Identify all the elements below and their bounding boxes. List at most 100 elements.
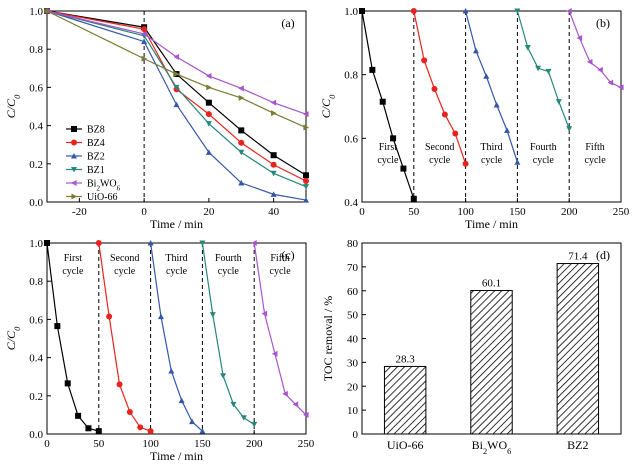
series-fifth-cycle xyxy=(251,240,309,418)
data-point xyxy=(238,94,245,101)
bar xyxy=(556,263,600,435)
y-tick-label: 40 xyxy=(347,334,359,346)
data-point xyxy=(126,409,133,416)
data-point xyxy=(270,161,277,168)
data-point xyxy=(303,411,309,418)
data-point xyxy=(410,8,417,14)
series-third-cycle xyxy=(147,240,206,434)
data-point xyxy=(607,79,614,86)
series-second-cycle xyxy=(410,8,469,167)
y-tick-label: 0.0 xyxy=(29,429,43,441)
panel-a-chart: -20 0 20 40 0.0 0.2 0.4 0.6 0.8 1.0 Time / min C/C0… xyxy=(4,6,309,231)
y-tick-label: 0 xyxy=(353,429,359,441)
data-point xyxy=(566,8,572,14)
series-line xyxy=(46,10,307,129)
cycle-label: cycle xyxy=(377,155,399,166)
data-point xyxy=(504,127,511,133)
x-tick-label: 50 xyxy=(408,206,420,218)
series-line xyxy=(413,10,467,164)
cycle-label: Second xyxy=(110,253,139,264)
data-point xyxy=(270,152,277,159)
data-point xyxy=(462,160,469,167)
cycle-label: Fifth xyxy=(585,142,604,153)
y-tick-label: 0.6 xyxy=(344,133,358,145)
data-point xyxy=(189,418,196,425)
x-tick-label: 250 xyxy=(298,438,315,450)
y-tick-label: 0.6 xyxy=(29,314,43,326)
series-line xyxy=(46,10,307,182)
data-point xyxy=(173,84,180,91)
data-point xyxy=(44,240,50,246)
panel-label: (a) xyxy=(281,16,294,30)
data-point xyxy=(157,313,164,320)
data-point xyxy=(230,401,237,408)
legend-marker xyxy=(71,180,77,186)
bar-value-label: 60.1 xyxy=(482,278,501,290)
cycle-label: Third xyxy=(165,253,187,264)
data-point xyxy=(205,72,212,79)
panel-d-chart: 0 10 20 30 40 50 60 70 80 TOC removal / % (d) 28.3 U… xyxy=(321,238,622,456)
data-point xyxy=(205,121,212,127)
data-point xyxy=(514,159,521,165)
data-point xyxy=(137,424,144,431)
data-point xyxy=(421,57,428,64)
y-tick-label: 70 xyxy=(347,262,359,274)
x-tick-label: 200 xyxy=(246,438,263,450)
cycle-label: cycle xyxy=(429,155,451,166)
cycle-label: Fourth xyxy=(530,142,557,153)
data-point xyxy=(303,197,309,203)
data-point xyxy=(390,135,397,142)
data-point xyxy=(205,149,212,155)
series-line xyxy=(361,10,415,200)
bar-value-label: 71.4 xyxy=(568,251,588,263)
data-point xyxy=(199,240,206,246)
series-fourth-cycle xyxy=(199,240,258,428)
series-first-cycle xyxy=(44,240,102,435)
x-tick-label: 0 xyxy=(44,438,50,450)
panel-label: (b) xyxy=(596,16,610,30)
data-point xyxy=(64,380,71,387)
y-axis-label: C/C0 xyxy=(319,94,337,118)
cycle-label: Fourth xyxy=(215,253,242,264)
data-point xyxy=(545,68,552,75)
bar xyxy=(383,365,427,435)
y-tick-label: 0.2 xyxy=(29,159,43,171)
data-point xyxy=(199,428,206,434)
data-point xyxy=(303,111,309,118)
x-tick-label: 100 xyxy=(457,206,474,218)
data-point xyxy=(205,111,212,118)
data-point xyxy=(597,66,603,73)
data-point xyxy=(303,184,309,190)
data-point xyxy=(303,177,309,184)
plot-frame-c xyxy=(46,242,307,435)
data-point xyxy=(141,26,148,33)
legend-entry: Bi2WO6 xyxy=(87,179,121,193)
data-point xyxy=(206,84,212,91)
series-fourth-cycle xyxy=(514,8,573,132)
series-bz4 xyxy=(44,8,309,184)
x-category-label: BZ2 xyxy=(567,438,588,452)
data-point xyxy=(116,381,123,388)
y-tick-label: 0.8 xyxy=(29,44,43,56)
data-point xyxy=(168,367,175,374)
y-tick-label: 1.0 xyxy=(29,6,43,18)
series-bz8 xyxy=(44,8,309,179)
data-point xyxy=(576,35,583,42)
y-tick-label: 20 xyxy=(347,381,359,393)
data-point xyxy=(106,313,113,320)
x-axis-label: Time / min xyxy=(150,217,203,231)
data-point xyxy=(251,421,258,428)
series-bz1 xyxy=(44,8,309,190)
data-point xyxy=(282,390,288,397)
data-point xyxy=(483,73,490,79)
data-point xyxy=(209,312,216,318)
cycle-label: Fifth xyxy=(270,253,289,264)
data-point xyxy=(220,373,227,379)
y-tick-label: 0.2 xyxy=(29,391,43,403)
panel-label: (c) xyxy=(281,248,294,262)
data-point xyxy=(173,53,180,60)
y-tick-label: 1.0 xyxy=(29,238,43,250)
y-tick-label: 1.0 xyxy=(344,6,358,18)
data-point xyxy=(95,240,102,246)
